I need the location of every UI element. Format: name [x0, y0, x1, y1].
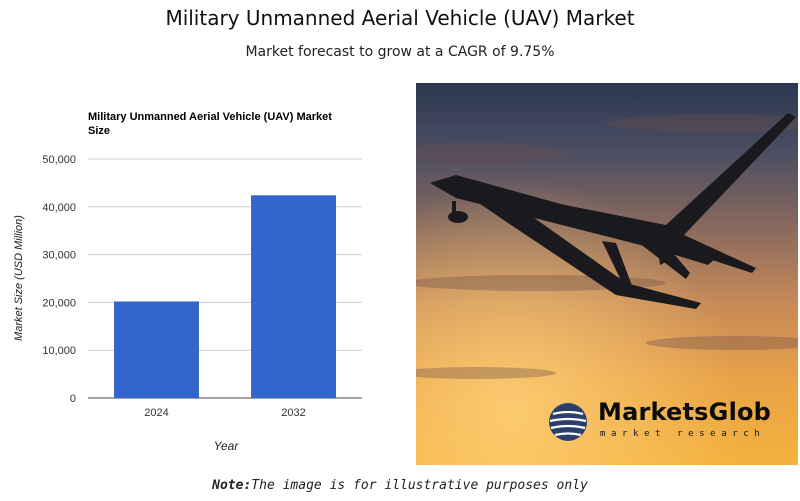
brand-logo: MarketsGlob market research [548, 398, 788, 448]
footer-note: Note:The image is for illustrative purpo… [0, 478, 800, 493]
brand-tagline: market research [600, 429, 766, 439]
military-drone-photo-icon [416, 83, 798, 465]
y-axis-label: Market Size (USD Million) [13, 215, 25, 341]
y-tick-label: 10,000 [42, 345, 76, 357]
globe-logo-icon [549, 403, 587, 441]
chart-title-line-1: Military Unmanned Aerial Vehicle (UAV) M… [88, 111, 332, 123]
y-tick-label: 50,000 [42, 154, 76, 166]
bar-2024 [114, 301, 199, 398]
y-tick-label: 0 [70, 393, 76, 405]
bar-chart: Military Unmanned Aerial Vehicle (UAV) M… [0, 100, 410, 470]
page-subtitle: Market forecast to grow at a CAGR of 9.7… [245, 44, 555, 60]
note-text: The image is for illustrative purposes o… [251, 478, 588, 493]
bar-2032 [251, 195, 336, 398]
x-tick-labels: 2024 2032 [144, 407, 305, 419]
page-title: Military Unmanned Aerial Vehicle (UAV) M… [165, 6, 635, 30]
chart-svg: Military Unmanned Aerial Vehicle (UAV) M… [13, 111, 362, 453]
drone-silhouette [430, 113, 796, 309]
chart-title-line-2: Size [88, 125, 110, 137]
note-label: Note: [212, 478, 252, 493]
drone-photo [416, 83, 798, 465]
y-tick-label: 20,000 [42, 297, 76, 309]
chart-bars [114, 195, 336, 398]
brand-name: MarketsGlob [598, 398, 772, 426]
y-tick-labels: 0 10,000 20,000 30,000 40,000 50,000 [42, 154, 76, 405]
y-tick-label: 30,000 [42, 250, 76, 262]
x-axis-label: Year [214, 439, 240, 453]
x-tick-label: 2024 [144, 407, 168, 419]
y-tick-label: 40,000 [42, 202, 76, 214]
x-tick-label: 2032 [281, 407, 305, 419]
